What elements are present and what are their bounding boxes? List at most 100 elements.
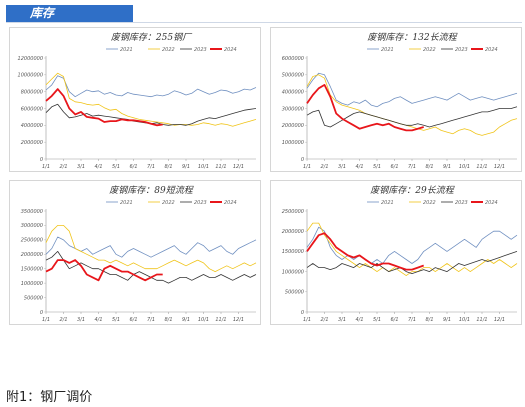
y-tick-label: 500000 xyxy=(285,290,304,296)
y-tick-label: 4000000 xyxy=(21,123,43,129)
x-tick-label: 3/1 xyxy=(338,317,346,323)
x-tick-label: 5/1 xyxy=(112,164,120,170)
x-tick-label: 9/1 xyxy=(443,164,451,170)
chart-panel-255-mills: 废钢库存：255钢厂 2021 2022 2023 2024 0 2000000 400000… xyxy=(9,27,261,172)
legend-label-2023: 2023 xyxy=(455,47,468,53)
y-tick-label: 6000000 xyxy=(282,56,304,62)
series-line-2021 xyxy=(306,72,518,108)
y-tick-label: 2500000 xyxy=(21,238,43,244)
x-tick-label: 2/1 xyxy=(59,317,67,323)
section-title: 库存 xyxy=(30,6,55,20)
y-tick-label: 3500000 xyxy=(21,209,43,215)
x-tick-label: 6/1 xyxy=(129,317,137,323)
x-tick-label: 9/1 xyxy=(443,317,451,323)
x-tick-label: 4/1 xyxy=(94,317,102,323)
x-tick-label: 10/1 xyxy=(459,317,470,323)
x-tick-label: 8/1 xyxy=(164,317,172,323)
legend-label-2023: 2023 xyxy=(194,47,207,53)
x-tick-label: 7/1 xyxy=(408,164,416,170)
legend-label-2024: 2024 xyxy=(224,47,237,53)
x-tick-label: 3/1 xyxy=(77,317,85,323)
y-tick-label: 500000 xyxy=(24,295,43,301)
legend-label-2024: 2024 xyxy=(485,200,498,206)
x-tick-label: 1/1 xyxy=(303,317,311,323)
chart-svg: 废钢库存：132长流程 2021 2022 2023 2024 0 1000000 20000… xyxy=(282,32,518,170)
legend-label-2024: 2024 xyxy=(224,200,237,206)
y-tick-label: 0 xyxy=(301,310,304,316)
series-line-2022 xyxy=(306,222,518,276)
x-tick-label: 7/1 xyxy=(147,317,155,323)
chart-svg: 废钢库存：255钢厂 2021 2022 2023 2024 0 2000000 400000… xyxy=(18,32,257,170)
y-tick-label: 2000000 xyxy=(282,123,304,129)
x-tick-label: 9/1 xyxy=(182,164,190,170)
x-tick-label: 5/1 xyxy=(112,317,120,323)
chart-title: 废钢库存：255钢厂 xyxy=(111,32,193,43)
x-tick-label: 1/1 xyxy=(42,164,50,170)
y-tick-label: 6000000 xyxy=(21,106,43,112)
section-divider xyxy=(6,22,522,23)
series-line-2023 xyxy=(306,251,518,274)
series-line-2024 xyxy=(45,259,163,282)
x-tick-label: 6/1 xyxy=(129,164,137,170)
x-tick-label: 11/1 xyxy=(476,317,487,323)
y-tick-label: 4000000 xyxy=(282,89,304,95)
x-tick-label: 3/1 xyxy=(338,164,346,170)
y-tick-label: 1500000 xyxy=(21,267,43,273)
x-tick-label: 4/1 xyxy=(94,164,102,170)
chart-title: 废钢库存：29长流程 xyxy=(370,185,454,196)
section-header: 库存 xyxy=(6,5,133,22)
chart-svg: 废钢库存：29长流程 2021 2022 2023 2024 0 500000 1000000… xyxy=(282,185,518,323)
y-tick-label: 10000000 xyxy=(18,73,43,79)
y-tick-label: 12000000 xyxy=(18,56,43,62)
series-line-2021 xyxy=(45,236,257,258)
series-line-2023 xyxy=(45,103,257,126)
x-tick-label: 5/1 xyxy=(373,317,381,323)
x-tick-label: 4/1 xyxy=(355,317,363,323)
legend-label-2021: 2021 xyxy=(120,200,133,206)
x-tick-label: 11/1 xyxy=(215,317,226,323)
legend-label-2021: 2021 xyxy=(381,47,394,53)
x-tick-label: 2/1 xyxy=(320,317,328,323)
x-tick-label: 11/1 xyxy=(476,164,487,170)
y-tick-label: 1000000 xyxy=(282,269,304,275)
x-tick-label: 7/1 xyxy=(147,164,155,170)
x-tick-label: 11/1 xyxy=(215,164,226,170)
x-tick-label: 10/1 xyxy=(198,317,209,323)
legend-label-2023: 2023 xyxy=(455,200,468,206)
series-line-2022 xyxy=(306,74,518,136)
x-tick-label: 10/1 xyxy=(198,164,209,170)
x-tick-label: 10/1 xyxy=(459,164,470,170)
legend-label-2022: 2022 xyxy=(423,47,436,53)
x-tick-label: 1/1 xyxy=(42,317,50,323)
x-tick-label: 9/1 xyxy=(182,317,190,323)
y-tick-label: 2000000 xyxy=(21,252,43,258)
x-tick-label: 8/1 xyxy=(164,164,172,170)
x-tick-label: 7/1 xyxy=(408,317,416,323)
series-line-2022 xyxy=(45,72,257,127)
x-tick-label: 12/1 xyxy=(494,164,505,170)
x-tick-label: 8/1 xyxy=(425,164,433,170)
legend-label-2021: 2021 xyxy=(120,47,133,53)
series-line-2022 xyxy=(45,225,257,272)
legend-label-2022: 2022 xyxy=(162,47,175,53)
x-tick-label: 1/1 xyxy=(303,164,311,170)
series-line-2024 xyxy=(306,232,425,271)
y-tick-label: 2500000 xyxy=(282,209,304,215)
y-tick-label: 0 xyxy=(301,157,304,163)
y-tick-label: 2000000 xyxy=(21,140,43,146)
series-line-2024 xyxy=(45,88,163,127)
legend-label-2021: 2021 xyxy=(381,200,394,206)
x-tick-label: 12/1 xyxy=(233,317,244,323)
chart-svg: 废钢库存：89短流程 2021 2022 2023 2024 0 500000 1000000… xyxy=(21,185,257,323)
series-line-2024 xyxy=(306,84,424,132)
y-tick-label: 2000000 xyxy=(282,229,304,235)
x-tick-label: 2/1 xyxy=(59,164,67,170)
chart-panel-29-long-process: 废钢库存：29长流程 2021 2022 2023 2024 0 500000 1000000… xyxy=(270,180,522,325)
x-tick-label: 3/1 xyxy=(77,164,85,170)
y-tick-label: 5000000 xyxy=(282,73,304,79)
legend-label-2023: 2023 xyxy=(194,200,207,206)
y-tick-label: 1500000 xyxy=(282,249,304,255)
y-tick-label: 3000000 xyxy=(282,106,304,112)
x-tick-label: 4/1 xyxy=(355,164,363,170)
x-tick-label: 6/1 xyxy=(390,164,398,170)
